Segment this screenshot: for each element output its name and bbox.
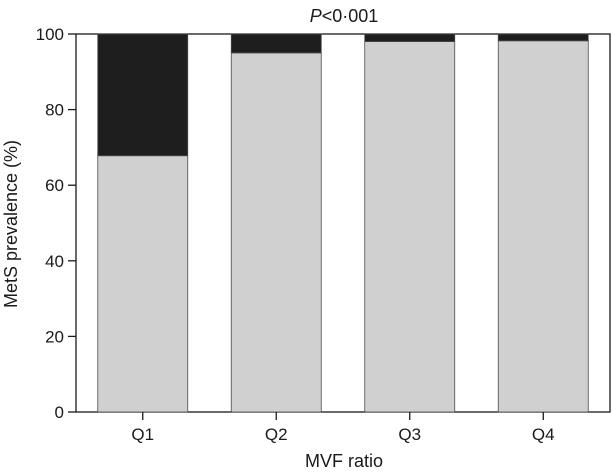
x-tick-label-q2: Q2: [265, 425, 288, 444]
y-tick-label: 100: [36, 25, 64, 44]
x-tick-label-q4: Q4: [532, 425, 555, 444]
bar-q2-segment-2: [230, 33, 322, 54]
bars-group: [97, 33, 589, 413]
plot-frame: [75, 33, 611, 413]
x-tick-label-q1: Q1: [131, 425, 154, 444]
y-tick-label: 40: [45, 252, 64, 271]
y-tick-label: 20: [45, 327, 64, 346]
x-tick-label-q3: Q3: [398, 425, 421, 444]
bar-q2-segment-1: [230, 52, 322, 413]
y-tick-label: 60: [45, 176, 64, 195]
significance-annotation: P<0·001: [310, 6, 379, 26]
plot-border: [75, 33, 611, 413]
bar-q1-segment-1: [97, 155, 189, 413]
x-axis-title: MVF ratio: [305, 451, 383, 471]
p-symbol: P: [310, 6, 322, 26]
x-axis: Q1 Q2 Q3 Q4: [131, 412, 555, 444]
bar-q1-segment-2: [97, 33, 189, 157]
bar-q4-segment-1: [497, 40, 589, 413]
y-tick-label: 80: [45, 101, 64, 120]
bar-q4-segment-2: [497, 33, 589, 42]
y-axis: 0 20 40 60 80 100: [36, 25, 76, 422]
y-axis-title: MetS prevalence (%): [1, 140, 21, 308]
bar-q3-segment-2: [364, 33, 456, 42]
bar-q3-segment-1: [364, 41, 456, 413]
p-value: <0·001: [322, 6, 379, 26]
y-tick-label: 0: [55, 403, 64, 422]
